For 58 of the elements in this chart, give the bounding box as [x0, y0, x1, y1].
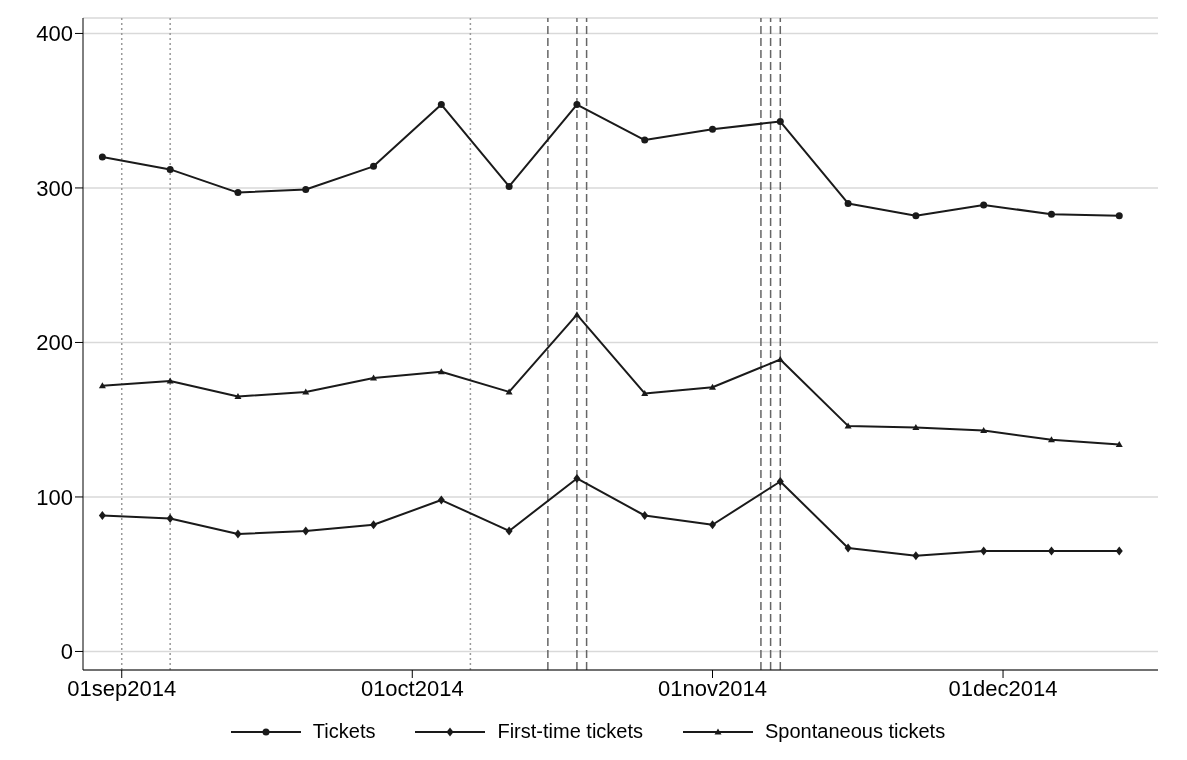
- point: [505, 388, 513, 395]
- point: [1047, 436, 1055, 443]
- point: [641, 389, 649, 396]
- legend-label: Tickets: [312, 720, 376, 743]
- point: [370, 520, 378, 530]
- point: [234, 393, 242, 400]
- y-tick-label: 200: [36, 330, 73, 356]
- point: [776, 355, 784, 362]
- point: [1047, 546, 1055, 556]
- legend-label: First-time tickets: [497, 720, 644, 743]
- point: [709, 383, 716, 390]
- point: [437, 101, 445, 109]
- point: [912, 551, 920, 561]
- point: [980, 546, 988, 556]
- y-tick-label: 300: [36, 175, 73, 201]
- point: [844, 543, 852, 553]
- point: [1115, 212, 1123, 220]
- point: [641, 511, 649, 520]
- point: [573, 473, 581, 483]
- point: [98, 511, 106, 520]
- point: [1047, 210, 1055, 218]
- point: [505, 182, 513, 190]
- point: [98, 153, 106, 161]
- point: [302, 526, 310, 536]
- point: [302, 186, 310, 193]
- point: [1115, 546, 1123, 556]
- point: [980, 427, 988, 434]
- point: [912, 423, 920, 430]
- x-tick-label: 01oct2014: [360, 675, 464, 701]
- point: [437, 368, 445, 375]
- point: [573, 311, 581, 318]
- x-tick-label: 01sep2014: [67, 675, 177, 701]
- point: [573, 101, 581, 109]
- y-tick-label: 100: [36, 484, 73, 510]
- point: [98, 382, 106, 389]
- point: [844, 199, 852, 207]
- point: [1115, 440, 1123, 447]
- point: [709, 520, 716, 530]
- point: [912, 212, 920, 220]
- point: [302, 388, 310, 395]
- point: [505, 526, 513, 536]
- point: [234, 529, 242, 539]
- point: [641, 136, 649, 144]
- point: [709, 125, 717, 133]
- x-tick-label: 01dec2014: [948, 675, 1058, 701]
- point: [980, 201, 988, 209]
- x-tick-label: 01nov2014: [658, 675, 767, 701]
- point: [776, 118, 784, 126]
- legend-label: Spontaneous tickets: [765, 720, 946, 743]
- point: [166, 514, 174, 524]
- point: [437, 495, 445, 505]
- point: [776, 477, 784, 487]
- y-tick-label: 400: [36, 21, 73, 47]
- y-tick-label: 0: [60, 639, 73, 665]
- point: [166, 377, 174, 384]
- point: [234, 189, 242, 197]
- point: [370, 162, 378, 170]
- point: [166, 165, 174, 173]
